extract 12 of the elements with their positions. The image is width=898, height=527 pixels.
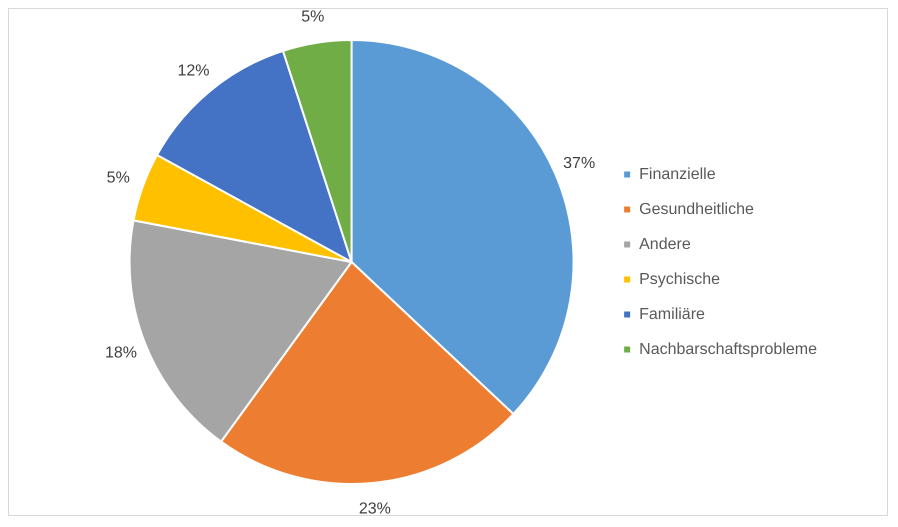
data-label: 5% (106, 169, 130, 186)
legend-label: Finanzielle (639, 166, 716, 183)
data-label: 18% (104, 344, 137, 362)
legend-label: Familiäre (639, 306, 706, 323)
legend-label: Andere (639, 236, 691, 253)
legend-label: Psychische (639, 270, 720, 288)
data-label: 23% (358, 500, 391, 518)
data-label: 37% (563, 154, 596, 172)
data-label: 5% (301, 8, 324, 26)
legend-label: Nachbarschaftsprobleme (639, 340, 818, 358)
data-label: 12% (177, 62, 210, 80)
legend-label: Gesundheitliche (639, 200, 754, 218)
